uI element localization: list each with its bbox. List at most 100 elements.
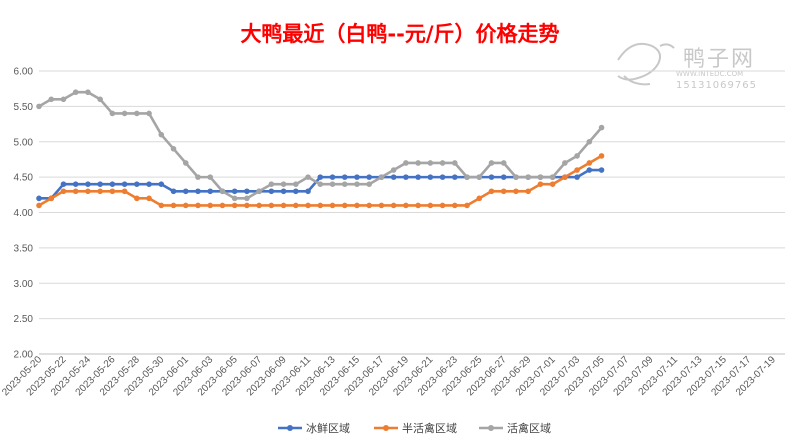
legend-label: 冰鲜区域 [306,421,350,435]
y-tick-label: 5.50 [14,102,34,113]
data-point [244,195,250,202]
data-point [403,202,409,209]
data-point [439,160,446,166]
data-point [182,188,189,195]
data-point [574,167,580,173]
data-point [537,181,544,187]
data-point [537,174,544,180]
data-point [170,188,177,195]
data-point [121,188,128,195]
y-tick-label: 2.00 [14,350,34,361]
data-point [134,181,140,187]
data-point [513,188,519,195]
data-point [85,188,91,195]
data-point [109,110,116,117]
data-point [427,174,434,180]
y-tick-label: 3.50 [14,243,34,254]
data-point [109,188,116,195]
data-point [121,181,128,187]
data-point [378,202,385,209]
data-point [134,110,140,117]
legend-item: 冰鲜区域 [278,421,350,435]
data-point [182,160,189,166]
data-point [317,174,324,180]
data-point [207,188,214,195]
data-point [158,131,165,138]
data-point [476,174,483,180]
data-point [341,174,348,180]
data-point [60,188,67,195]
data-point [48,96,55,103]
data-point [574,174,580,180]
y-tick-label: 4.50 [14,173,34,184]
data-point [341,202,348,209]
data-point [146,195,152,202]
data-point [195,202,201,209]
data-point [586,138,593,145]
legend-label: 活禽区域 [507,421,551,435]
data-point [598,167,605,173]
data-point [317,202,324,209]
y-tick-label: 4.00 [14,208,34,219]
data-point [158,181,165,187]
data-point [60,96,67,103]
series-line [38,154,603,207]
data-point [268,181,275,187]
data-point [366,202,372,209]
data-point [329,174,336,180]
data-point [354,202,360,209]
data-point [403,174,409,180]
data-point [36,103,42,110]
data-point [72,188,79,195]
data-point [586,167,593,173]
series-1 [36,153,605,209]
data-point [72,89,79,96]
watermark-url: WWW.INTEDC.COM [676,70,743,78]
data-point [354,181,360,187]
data-point [574,153,580,159]
data-point [256,202,262,209]
data-point [452,160,458,166]
watermark: 鸭子网 WWW.INTEDC.COM 15131069765 [617,42,756,91]
data-point [158,202,165,209]
data-point [293,188,299,195]
data-point [378,174,385,180]
data-point [60,181,67,187]
data-point [476,195,483,202]
data-point [403,160,409,166]
data-point [488,174,495,180]
data-point [134,195,140,202]
legend-label: 半活禽区域 [402,421,457,435]
data-point [390,167,397,173]
data-point [280,181,287,187]
data-point [293,181,299,187]
data-point [268,202,275,209]
data-point [182,202,189,209]
data-point [500,174,507,180]
data-point [488,188,495,195]
data-point [170,146,177,152]
data-point [244,202,250,209]
data-point [36,202,42,209]
data-point [562,174,568,180]
data-point [256,188,262,195]
duck-logo-icon [617,42,675,86]
data-point [170,202,177,209]
data-point [464,174,470,180]
y-tick-label: 5.00 [14,137,34,148]
data-point [464,202,470,209]
data-point [525,174,531,180]
data-point [231,202,238,209]
data-point [452,202,458,209]
data-point [36,195,42,202]
data-point [415,202,421,209]
data-point [549,181,556,187]
data-point [341,181,348,187]
grid-lines [39,70,785,355]
y-tick-label: 6.00 [14,67,34,78]
data-point [439,174,446,180]
watermark-brand: 鸭子网 [683,47,755,72]
data-point [500,160,507,166]
data-point [219,188,226,195]
